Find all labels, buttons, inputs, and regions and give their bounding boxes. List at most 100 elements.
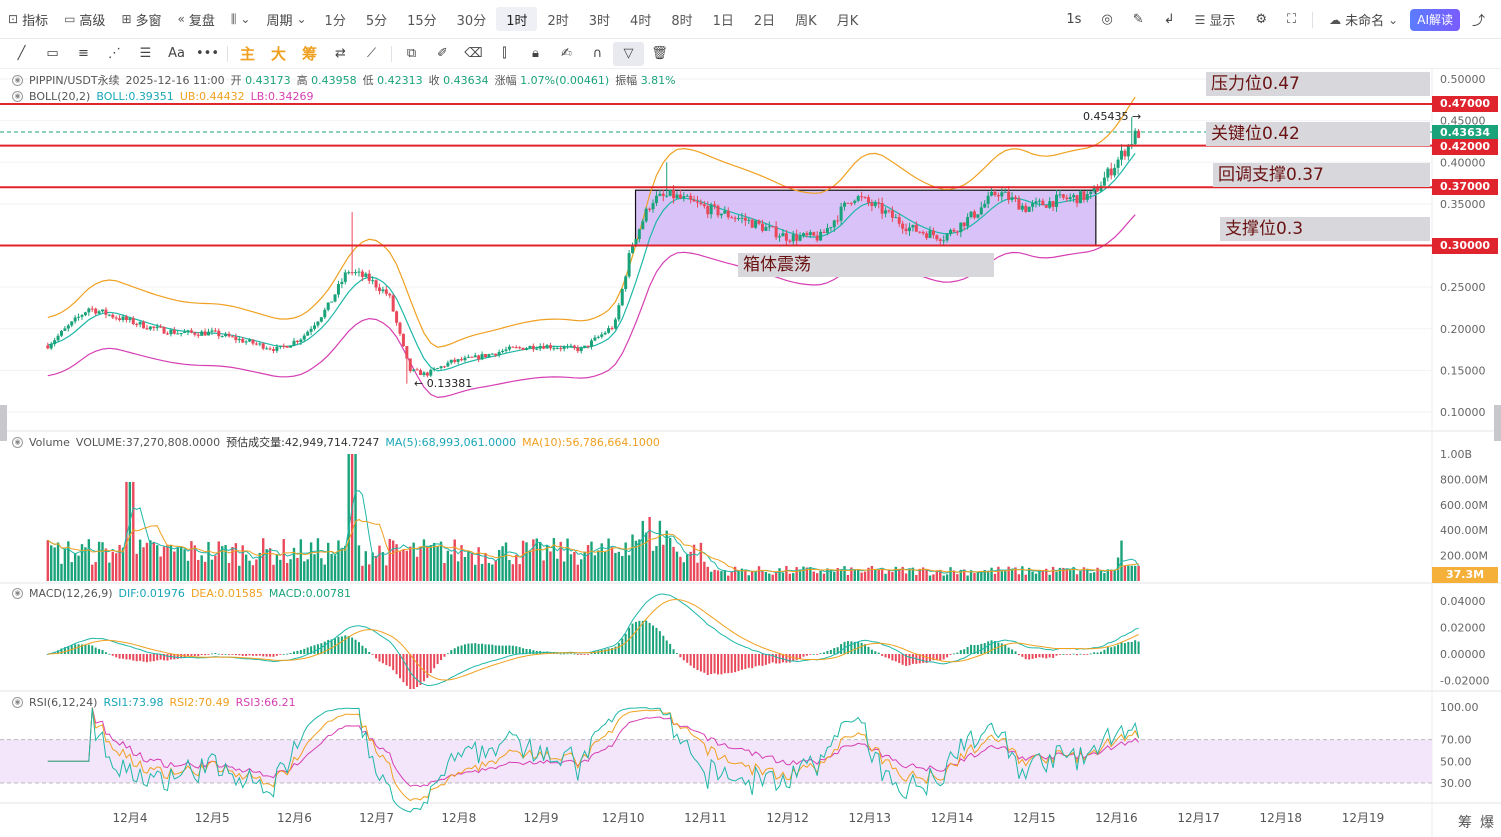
lock-icon[interactable]: 🔒︎ [532, 46, 539, 61]
candle-body [897, 217, 901, 224]
display-button[interactable]: ☰ 显示 [1194, 12, 1236, 30]
right-collapse-handle[interactable] [1494, 405, 1501, 441]
measure-icon[interactable]: ⟋ [366, 46, 377, 61]
box-range-annotation[interactable]: 箱体震荡 [738, 253, 994, 277]
resistance-annotation[interactable]: 压力位0.47 [1206, 72, 1430, 96]
macd-histogram-bar [193, 654, 196, 656]
macd-histogram-bar [395, 654, 398, 675]
sync-icon[interactable]: ⇄ [335, 46, 346, 61]
rectangle-tool-icon[interactable]: ▭ [46, 46, 59, 61]
eye-icon[interactable]: ◉ [12, 697, 23, 708]
copy-icon[interactable]: ⧉ [406, 46, 417, 61]
volume-bar [262, 538, 265, 581]
macd-histogram-bar [740, 654, 743, 670]
x-axis: 12月4 12月5 12月6 12月7 12月8 12月9 12月10 12月11 12月12 1… [113, 811, 1385, 825]
candle-body [747, 219, 751, 221]
candle-body [271, 349, 275, 351]
left-collapse-handle[interactable] [0, 405, 7, 441]
brush-icon[interactable]: ✐ [437, 46, 448, 61]
period-3[interactable]: 30分 [456, 13, 487, 29]
fullscreen-icon[interactable]: ⛶ [1287, 12, 1297, 27]
line-tool-icon[interactable]: ╱ [17, 46, 26, 61]
candle-body [97, 311, 101, 314]
settings-icon[interactable]: ⚙ [1255, 12, 1268, 27]
period-2[interactable]: 15分 [407, 13, 437, 29]
pen-icon[interactable]: ✎ [1132, 12, 1144, 27]
candle-body [1037, 200, 1041, 202]
candle-body [925, 233, 929, 238]
macd-histogram-bar [604, 649, 607, 654]
macd-histogram-bar [1096, 652, 1099, 654]
period-7[interactable]: 4时 [630, 13, 652, 29]
volume-bar [1123, 565, 1127, 581]
bars-icon[interactable]: ⫿ [502, 46, 507, 61]
wave-tool-icon[interactable]: ⋰ [108, 46, 121, 61]
period-9[interactable]: 1日 [712, 13, 734, 29]
macd-histogram-bar [371, 654, 374, 655]
filter-icon[interactable]: ▽ [613, 41, 644, 66]
magnet-icon[interactable]: ∩ [592, 46, 603, 61]
volume-bar [323, 564, 326, 581]
support-annotation[interactable]: 支撑位0.3 [1220, 217, 1430, 241]
chips-footer-button[interactable]: 筹 [1458, 815, 1472, 831]
macd-histogram-bar [737, 654, 740, 672]
volume-bar [915, 574, 918, 581]
period-10[interactable]: 2日 [753, 13, 776, 29]
chart-type-button[interactable]: ⫼ ⌄ [223, 6, 259, 32]
period-4[interactable]: 1时 [496, 7, 538, 31]
candle-body [723, 210, 727, 214]
candle-body [518, 347, 522, 349]
main-force-button[interactable]: 主 [239, 45, 255, 63]
eraser-icon[interactable]: ⌫ [464, 46, 483, 61]
macd-histogram-bar [528, 649, 531, 654]
note-icon[interactable]: ✍ [561, 46, 572, 61]
macd-tick-label: 0.02000 [1440, 622, 1486, 635]
interval-button[interactable]: 1s [1066, 12, 1082, 27]
macd-histogram-bar [385, 654, 388, 666]
macd-histogram-bar [939, 654, 942, 661]
volume-bar [713, 569, 716, 581]
eye-icon[interactable]: ◉ [12, 91, 23, 102]
more-tools-icon[interactable]: ••• [195, 46, 219, 61]
layout-name-dropdown[interactable]: ☁ 未命名 ⌄ [1329, 12, 1399, 30]
period-5[interactable]: 2时 [547, 13, 569, 29]
undo-icon[interactable]: ↲ [1163, 12, 1175, 27]
indicators-button[interactable]: ⊡ 指标 [8, 12, 49, 29]
period-1[interactable]: 5分 [365, 13, 388, 29]
parallel-lines-icon[interactable]: ≡ [78, 46, 89, 61]
ai-interpret-button[interactable]: AI解读 [1410, 8, 1460, 31]
advanced-button[interactable]: ▭ 高级 [64, 12, 106, 29]
key-level-annotation[interactable]: 关键位0.42 [1206, 122, 1430, 146]
macd-histogram-bar [84, 644, 87, 654]
period-dropdown[interactable]: 周期 ⌄ [266, 12, 307, 29]
period-8[interactable]: 8时 [671, 13, 693, 29]
pullback-support-annotation[interactable]: 回调支撑0.37 [1213, 163, 1430, 187]
period-0[interactable]: 1分 [324, 13, 346, 29]
candle-body [911, 224, 915, 228]
trash-icon[interactable]: 🗑︎ [651, 46, 668, 61]
camera-icon[interactable]: ◎ [1101, 12, 1113, 27]
period-6[interactable]: 3时 [588, 13, 611, 29]
liquidation-footer-button[interactable]: 爆 [1480, 815, 1494, 831]
volume-bar [614, 552, 617, 581]
candle-body [990, 191, 994, 196]
eye-icon[interactable]: ◉ [12, 588, 23, 599]
eye-icon[interactable]: ◉ [12, 74, 23, 86]
candle-body [607, 328, 611, 333]
fib-tool-icon[interactable]: ☰ [139, 46, 152, 61]
text-tool-icon[interactable]: Aa [168, 46, 185, 61]
macd-histogram-bar [634, 621, 637, 654]
kline-chart[interactable]: 0.50000 0.45000 0.40000 0.35000 0.25000 0.200… [0, 69, 1501, 837]
eye-icon[interactable]: ◉ [12, 436, 23, 448]
replay-button[interactable]: «复盘 [177, 12, 215, 29]
chips-button[interactable]: 筹 [301, 45, 317, 63]
volume-bar [935, 570, 939, 581]
period-12[interactable]: 月K [836, 13, 859, 29]
candle-body [186, 330, 190, 333]
multi-window-button[interactable]: ⊞ 多窗 [121, 12, 162, 29]
macd-histogram-bar [159, 654, 162, 660]
big-order-button[interactable]: 大 [270, 45, 286, 63]
share-icon[interactable]: ⤴ [1471, 14, 1485, 29]
period-11[interactable]: 周K [795, 13, 817, 29]
candle-body [227, 333, 231, 337]
